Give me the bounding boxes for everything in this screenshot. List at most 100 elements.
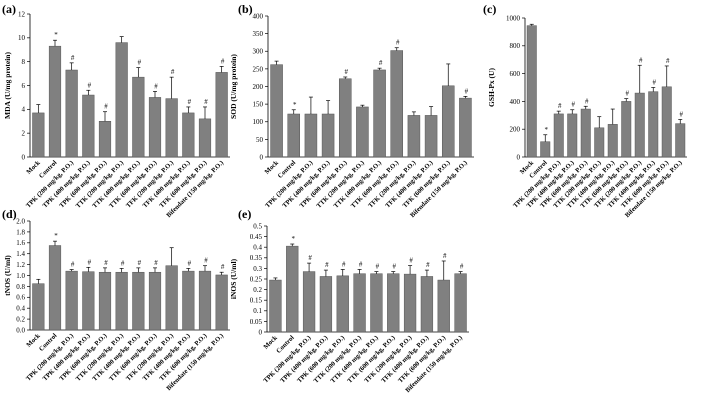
bar: [215, 274, 228, 331]
bar: [98, 121, 112, 158]
y-tick-label: 1.4: [16, 250, 25, 258]
bar: [459, 97, 472, 158]
y-tick-label: 200: [510, 126, 521, 134]
y-tick-label: 0: [517, 153, 521, 161]
y-tick-label: 0.1: [253, 307, 262, 315]
bar: [336, 275, 349, 333]
bar: [302, 271, 316, 333]
panel-label: (b): [238, 2, 253, 16]
significance-mark: #: [460, 263, 464, 271]
significance-mark: #: [71, 261, 75, 269]
bar: [594, 127, 605, 158]
bar: [65, 69, 78, 158]
y-tick-label: 0: [259, 328, 263, 336]
bar: [607, 124, 618, 158]
bar: [321, 113, 335, 158]
significance-mark: #: [653, 79, 657, 87]
significance-mark: #: [359, 260, 363, 268]
y-tick-label: 0.25: [250, 275, 263, 283]
y-tick-label: 0: [260, 153, 264, 161]
bar: [441, 85, 455, 158]
significance-mark: #: [154, 82, 158, 90]
significance-mark: #: [88, 258, 92, 266]
significance-mark: *: [545, 126, 549, 134]
significance-mark: *: [54, 232, 58, 240]
significance-mark: #: [154, 259, 158, 267]
y-tick-label: 0.4: [16, 305, 25, 313]
bar: [182, 112, 195, 158]
y-tick-label: 0.05: [250, 318, 263, 326]
significance-mark: #: [188, 98, 192, 106]
y-tick-label: 400: [253, 12, 264, 20]
y-tick-label: 800: [510, 42, 521, 50]
y-tick-label: 2.0: [16, 217, 25, 225]
significance-mark: #: [443, 252, 447, 260]
bar: [580, 108, 591, 158]
bar: [553, 113, 564, 158]
significance-mark: #: [626, 90, 630, 98]
bar: [32, 283, 45, 331]
y-tick-label: 1000: [506, 14, 521, 22]
y-tick-label: 12: [18, 10, 26, 18]
y-tick-label: 600: [510, 70, 521, 78]
bar: [215, 72, 228, 158]
panel-5: (e) 0 0.05 0.1 0.15 0.2 0.25 0.3 0.35 0.4 0.45 0.5 i…: [229, 207, 469, 394]
bar: [403, 273, 417, 333]
bar: [390, 50, 404, 158]
y-tick-label: 400: [510, 98, 521, 106]
significance-mark: #: [308, 254, 312, 262]
significance-mark: #: [639, 56, 643, 64]
significance-mark: #: [345, 68, 349, 76]
panel-label: (a): [2, 2, 16, 16]
significance-mark: #: [572, 101, 576, 109]
bar: [373, 69, 386, 158]
y-tick-label: 50: [256, 136, 264, 144]
bar: [540, 141, 551, 158]
bar: [286, 245, 299, 333]
bar: [148, 97, 162, 158]
bar: [115, 42, 128, 158]
y-tick-label: 0: [22, 153, 26, 161]
bar: [526, 25, 537, 158]
significance-mark: #: [71, 54, 75, 62]
y-tick-label: 2: [22, 130, 26, 138]
bar: [621, 101, 632, 158]
significance-mark: #: [221, 57, 225, 65]
y-tick-label: 150: [253, 101, 264, 109]
bar: [567, 113, 578, 158]
y-tick-label: 0.4: [253, 244, 262, 252]
y-tick-label: 0.0: [16, 326, 25, 334]
bar: [65, 270, 78, 331]
y-tick-label: 6: [22, 82, 26, 90]
significance-mark: #: [379, 59, 383, 67]
y-tick-label: 0.45: [250, 233, 263, 241]
bar: [387, 273, 400, 333]
significance-mark: #: [104, 103, 108, 111]
y-tick-label: 250: [253, 65, 264, 73]
significance-mark: #: [221, 263, 225, 271]
bar: [287, 113, 301, 158]
bar: [48, 45, 62, 158]
y-tick-label: 0.5: [253, 222, 262, 230]
significance-mark: #: [204, 257, 208, 265]
panel-label: (d): [2, 207, 17, 221]
significance-mark: #: [138, 259, 142, 267]
significance-mark: *: [292, 235, 296, 243]
bar: [437, 279, 450, 333]
significance-mark: #: [680, 110, 684, 118]
significance-mark: *: [293, 101, 297, 109]
significance-mark: #: [409, 257, 413, 265]
bar: [661, 86, 672, 158]
panel-2: (b) 0 50 100 150 200 250 300 350 400 SOD (U/mg pro…: [229, 2, 474, 219]
bar: [182, 270, 195, 331]
bar: [304, 113, 318, 158]
significance-mark: #: [88, 81, 92, 89]
y-axis-title: tNOS (U/ml): [3, 255, 12, 296]
bar: [198, 118, 212, 158]
y-tick-label: 10: [18, 34, 26, 42]
y-axis-title: iNOS (U/ml): [229, 258, 238, 299]
significance-mark: #: [585, 97, 589, 105]
y-axis-title: GSH-Px (U): [487, 68, 496, 107]
